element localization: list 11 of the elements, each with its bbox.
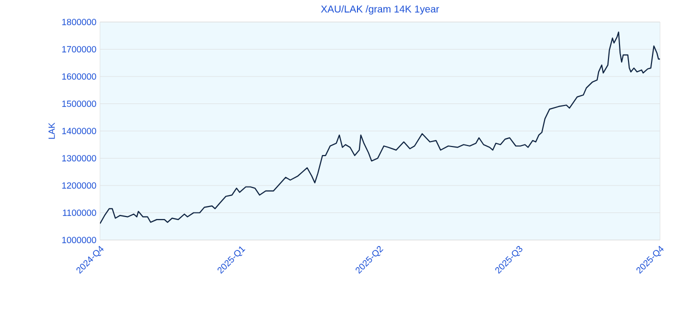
y-tick-label: 1100000: [62, 210, 96, 216]
chart-title: XAU/LAK /gram 14K 1year: [320, 5, 440, 14]
y-tick-label: 1300000: [62, 155, 96, 162]
y-tick-label: 1200000: [62, 182, 96, 189]
y-tick-label: 1500000: [62, 100, 96, 107]
y-tick-label: 1700000: [62, 46, 96, 52]
y-tick-label: 1800000: [62, 18, 96, 26]
y-tick-label: 1600000: [62, 73, 96, 80]
y-tick-label: 1400000: [62, 128, 96, 134]
y-tick-label: 1000000: [62, 236, 96, 244]
y-axis-title: LAK: [48, 122, 55, 139]
